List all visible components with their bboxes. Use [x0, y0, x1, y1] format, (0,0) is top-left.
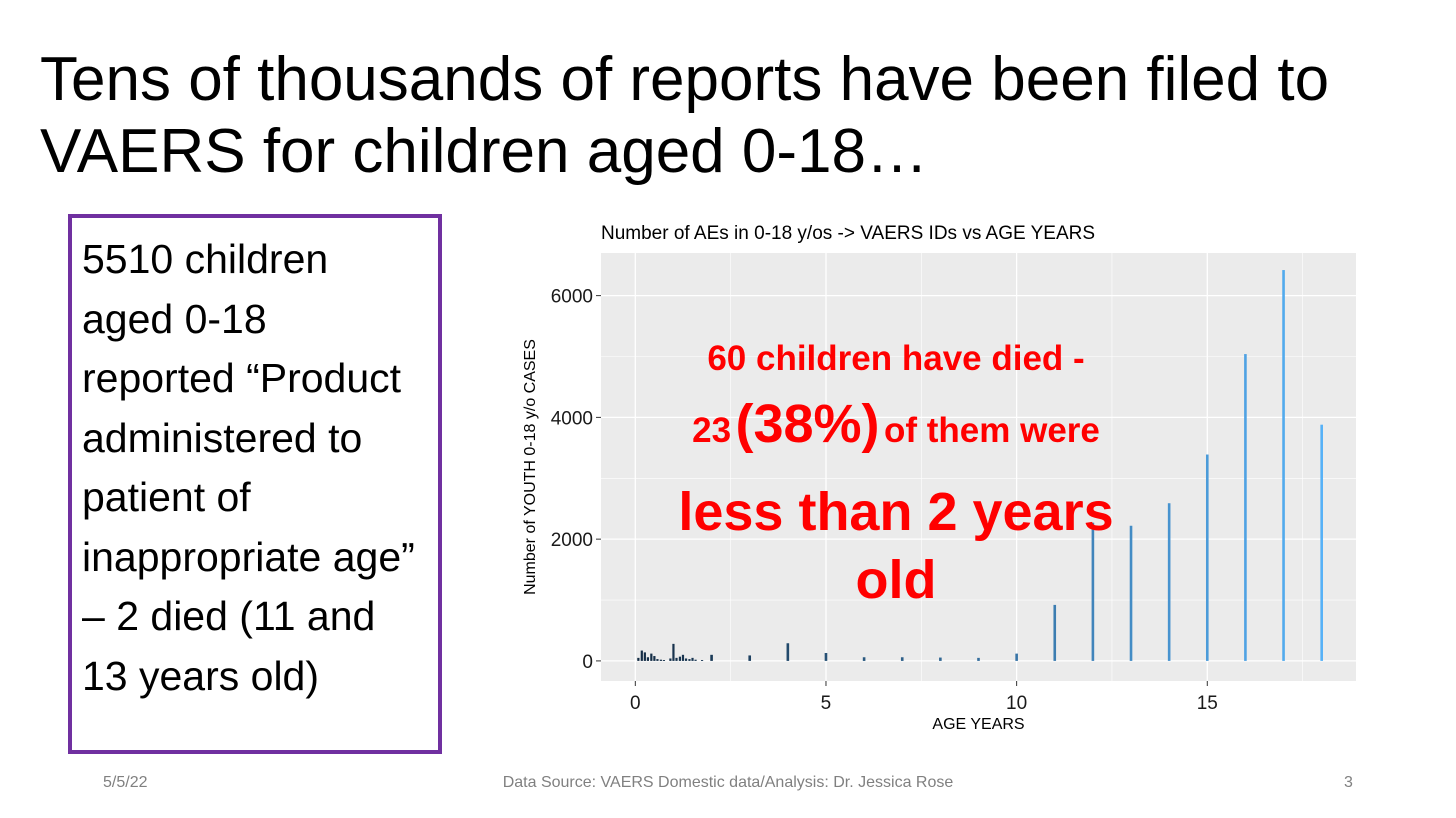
- x-tick-label: 0: [630, 693, 641, 714]
- y-tick-label: 0: [582, 652, 593, 673]
- chart-bar: [700, 659, 704, 661]
- x-axis-label: AGE YEARS: [932, 716, 1024, 733]
- chart-bar: [640, 650, 643, 661]
- chart-bar: [748, 655, 752, 661]
- annotation-of-them: of them were: [884, 411, 1100, 450]
- annotation-percent: (38%): [735, 394, 880, 454]
- chart-bar: [1053, 604, 1057, 661]
- chart-bar: [939, 657, 942, 661]
- chart-bar: [710, 654, 713, 661]
- chart-bar: [977, 657, 980, 661]
- chart-bar: [824, 652, 828, 661]
- chart-title: Number of AEs in 0-18 y/os -> VAERS IDs …: [601, 223, 1095, 244]
- chart-bar: [862, 657, 866, 661]
- annotation-line1: 60 children have died -: [707, 339, 1085, 378]
- chart-bar: [1091, 522, 1095, 661]
- chart-bar: [656, 659, 659, 661]
- chart-bar: [662, 659, 666, 661]
- chart-bar: [637, 657, 640, 661]
- footer-source: Data Source: VAERS Domestic data/Analysi…: [502, 774, 954, 791]
- x-tick-label: 5: [821, 693, 832, 714]
- footer-page-number: 3: [1344, 774, 1353, 791]
- chart-bar: [650, 653, 653, 661]
- footer-date: 5/5/22: [103, 774, 148, 791]
- chart-bar: [653, 656, 656, 661]
- y-tick-label: 2000: [551, 530, 593, 551]
- x-tick-label: 15: [1197, 693, 1218, 714]
- chart-bar: [646, 657, 650, 661]
- chart-bar: [1320, 424, 1323, 661]
- chart-bar: [678, 656, 682, 661]
- chart-bar: [643, 652, 646, 661]
- chart-container: 0 2000 4000 6000 0 5 10 15 Number of AEs in 0-18…: [500, 214, 1380, 744]
- chart-bar: [659, 659, 662, 661]
- chart-bar: [675, 657, 678, 661]
- annotation-line3: less than 2 years old: [678, 482, 1114, 610]
- annotation-count: 23: [692, 411, 732, 450]
- chart-bar: [688, 659, 691, 661]
- chart-bar: [1167, 503, 1171, 661]
- callout-box: 5510 children aged 0-18 reported “Produc…: [68, 214, 442, 754]
- chart-bar: [900, 657, 904, 661]
- chart-bar: [694, 659, 697, 661]
- bar-chart: 0 2000 4000 6000 0 5 10 15 Number of AEs in 0-18…: [522, 223, 1356, 733]
- chart-bar: [1282, 270, 1285, 661]
- chart-bar: [1129, 525, 1133, 661]
- y-tick-label: 6000: [551, 287, 593, 308]
- y-axis-label: Number of YOUTH 0-18 y/o CASES: [522, 339, 539, 595]
- chart-bar: [684, 658, 688, 661]
- plot-panel: [601, 253, 1356, 681]
- chart-bar: [786, 643, 790, 661]
- chart-bar: [681, 654, 685, 661]
- chart-bar: [672, 643, 675, 661]
- chart-bar: [1015, 653, 1018, 661]
- annotation-line2: 23 (38%) of them were: [640, 384, 1152, 478]
- chart-bar: [669, 658, 672, 661]
- slide-title-line2: VAERS for children aged 0-18…: [40, 117, 928, 186]
- y-tick-label: 4000: [551, 408, 593, 429]
- deaths-annotation: 60 children have died - 23 (38%) of them…: [640, 334, 1152, 614]
- slide-title-line1: Tens of thousands of reports have been f…: [40, 45, 1330, 114]
- chart-bar: [1244, 354, 1247, 661]
- chart-bar: [1205, 454, 1209, 661]
- chart-bar: [691, 657, 694, 661]
- x-tick-label: 10: [1006, 693, 1027, 714]
- slide-title: Tens of thousands of reports have been f…: [40, 44, 1420, 188]
